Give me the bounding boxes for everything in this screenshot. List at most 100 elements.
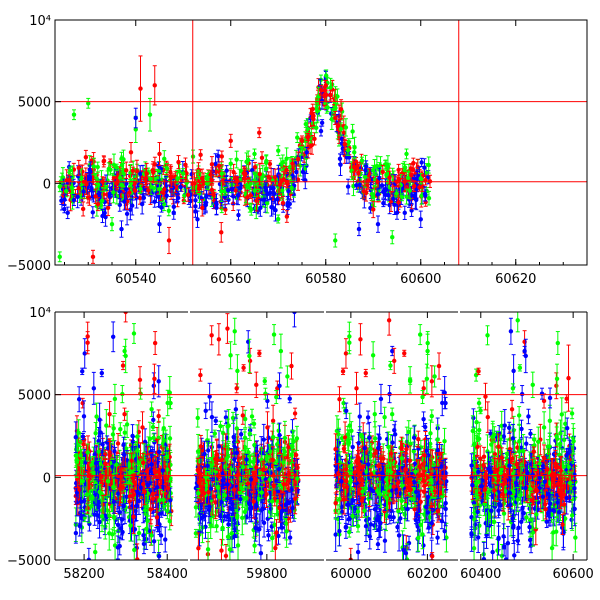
data-marker	[402, 165, 408, 170]
data-marker	[363, 164, 369, 169]
data-marker	[138, 186, 143, 192]
data-marker	[214, 205, 219, 211]
background-point	[264, 154, 269, 168]
series-point-red	[228, 133, 233, 148]
data-marker	[344, 155, 349, 160]
data-marker	[196, 167, 201, 172]
series-point-blue	[81, 186, 86, 197]
background-point	[128, 178, 134, 188]
background-point	[102, 182, 108, 192]
background-point	[162, 179, 167, 200]
data-marker	[254, 198, 259, 203]
data-marker	[228, 138, 233, 144]
data-marker	[168, 169, 173, 175]
data-marker	[328, 85, 333, 90]
series-point-red	[423, 174, 428, 186]
background-point	[419, 157, 424, 167]
background-point	[382, 159, 388, 170]
data-marker	[146, 188, 151, 193]
data-marker	[261, 197, 267, 202]
data-marker	[374, 163, 380, 169]
background-point	[311, 111, 316, 127]
data-marker	[192, 181, 197, 186]
data-marker	[314, 125, 319, 130]
data-marker	[122, 199, 127, 204]
background-point	[80, 201, 86, 217]
data-marker	[200, 205, 205, 211]
background-point	[130, 195, 135, 216]
background-point	[90, 206, 96, 219]
data-marker	[299, 138, 305, 144]
background-point	[363, 164, 368, 176]
data-marker	[323, 83, 328, 88]
background-point	[219, 169, 225, 179]
data-marker	[277, 182, 283, 187]
data-marker	[322, 94, 327, 99]
data-marker	[117, 202, 122, 208]
data-marker	[289, 185, 294, 190]
y-tick-label: 0	[43, 177, 51, 192]
background-point	[298, 154, 303, 177]
series-point-green	[276, 145, 281, 157]
data-marker	[99, 198, 105, 204]
data-marker	[377, 175, 382, 181]
background-point	[404, 188, 409, 205]
background-point	[168, 165, 174, 189]
data-marker	[386, 192, 391, 198]
data-marker	[71, 197, 77, 203]
data-marker	[133, 127, 138, 132]
series-point-red	[309, 107, 314, 119]
data-marker	[101, 158, 107, 163]
data-marker	[422, 191, 428, 197]
background-point	[289, 182, 294, 194]
series-point-red	[328, 89, 333, 101]
background-point	[108, 163, 113, 176]
background-point	[152, 195, 157, 208]
series-point-red	[290, 158, 295, 170]
series-point-blue	[418, 210, 423, 228]
data-marker	[141, 195, 147, 201]
data-marker	[396, 167, 401, 173]
data-marker	[338, 106, 344, 112]
series-point-blue	[100, 208, 105, 224]
data-marker	[139, 201, 145, 207]
series-point-green	[390, 230, 395, 245]
data-marker	[102, 210, 107, 216]
data-marker	[375, 221, 381, 227]
background-point	[150, 163, 155, 177]
data-marker	[245, 157, 251, 163]
data-marker	[390, 235, 395, 240]
data-marker	[219, 154, 225, 159]
series-point-green	[119, 151, 124, 166]
background-point	[146, 186, 151, 195]
data-marker	[290, 161, 295, 166]
data-marker	[166, 238, 172, 243]
data-marker	[252, 188, 257, 193]
data-marker	[263, 166, 269, 172]
top-light-curve-panel: 60540 60560 60580 60600 60620 10⁴ 5000 0 −5000	[7, 14, 588, 287]
background-point	[199, 168, 205, 189]
data-marker	[411, 193, 417, 199]
background-point	[411, 191, 417, 200]
x-tick-label: 60560	[210, 272, 251, 287]
series-point-green	[252, 148, 257, 160]
data-marker	[80, 206, 86, 212]
background-point	[139, 193, 145, 215]
data-marker	[394, 191, 399, 196]
background-point	[303, 120, 309, 128]
data-marker	[345, 148, 351, 153]
data-marker	[119, 182, 125, 188]
data-marker	[257, 130, 262, 135]
background-point	[213, 166, 219, 178]
background-point	[295, 151, 301, 167]
data-marker	[199, 176, 205, 181]
series-point-blue	[375, 215, 381, 233]
data-marker	[280, 160, 285, 165]
background-point	[378, 156, 383, 175]
series-point-blue	[318, 125, 324, 137]
data-marker	[100, 213, 105, 219]
series-point-red	[352, 161, 357, 173]
series-point-green	[57, 251, 62, 263]
data-marker	[359, 158, 365, 163]
background-point	[359, 156, 365, 165]
